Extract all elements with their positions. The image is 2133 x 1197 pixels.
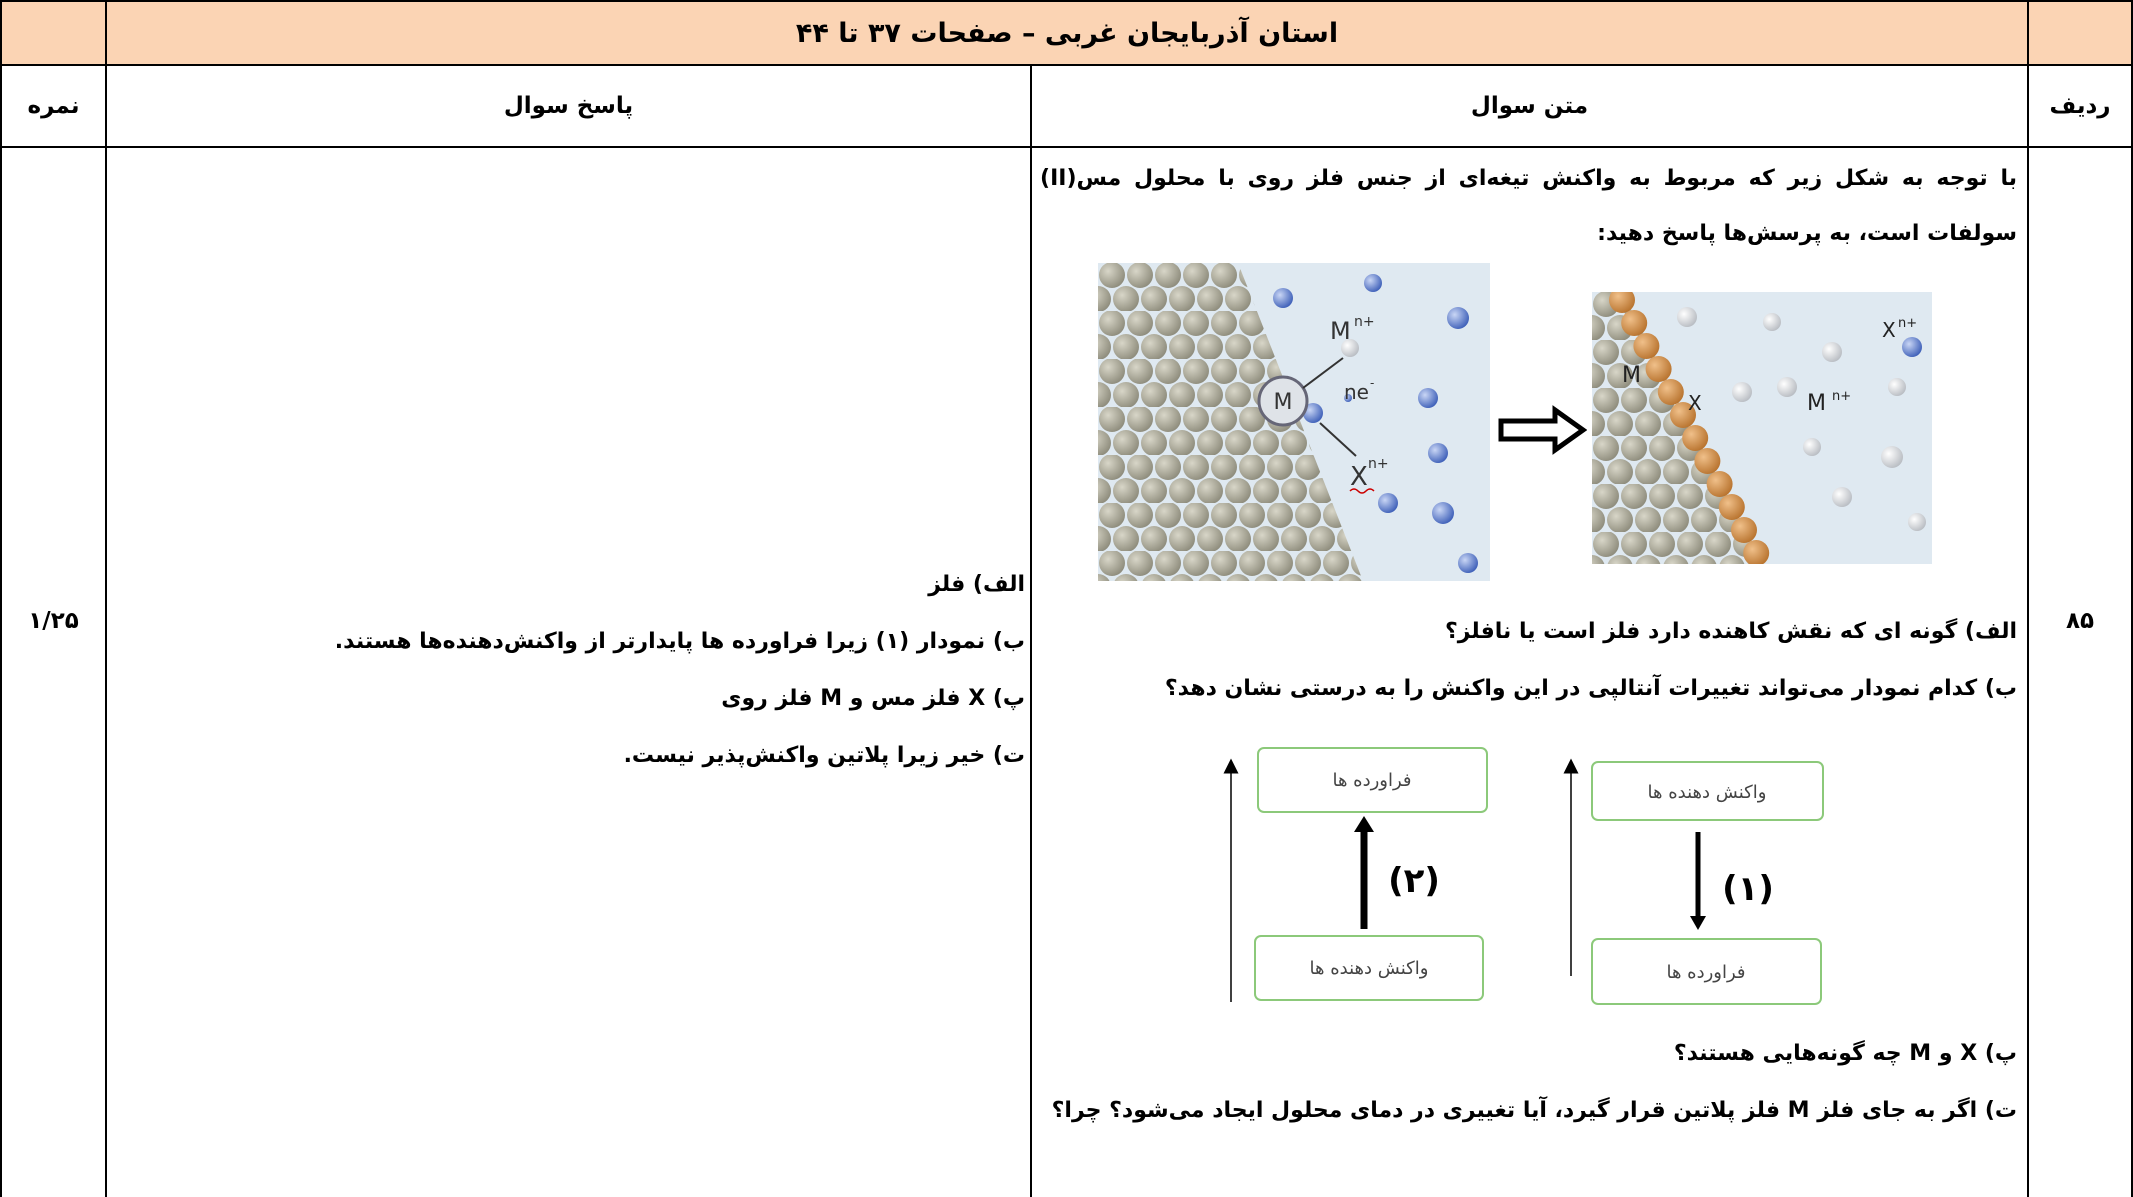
- column-header: متن سوال: [1030, 64, 2029, 148]
- question-part: ب) کدام نمودار می‌تواند تغییرات آنتالپی …: [1164, 676, 2017, 701]
- copper-atom: [1657, 379, 1684, 405]
- figure-label: n+: [1898, 316, 1917, 331]
- diagram-box-label: فراورده ها: [1332, 770, 1411, 791]
- question-intro: با توجه به شکل زیر که مربوط به واکنش تیغ…: [1040, 166, 2017, 246]
- column-header: پاسخ سوال: [105, 64, 1032, 148]
- column-header: نمره: [0, 64, 107, 148]
- diagram-label: (۱): [1722, 869, 1774, 909]
- diagram-label: (۲): [1388, 861, 1440, 901]
- row-number: ۸۵: [2027, 146, 2133, 1197]
- reaction-arrow: [1498, 405, 1587, 455]
- figure-label: ne: [1344, 380, 1369, 404]
- copper-atom: [1706, 471, 1733, 497]
- diagram-box-label: واکنش دهنده ها: [1648, 782, 1767, 803]
- copper-atom: [1609, 292, 1635, 313]
- figure-label: M: [1330, 317, 1351, 345]
- figure-label: X: [1882, 318, 1896, 342]
- reaction-figure-before: M M n+ ne - X n+: [1098, 263, 1490, 581]
- question-parts: الف) گونه ای که نقش کاهنده دارد فلز است …: [1165, 603, 2017, 717]
- title-cell-right: [2027, 0, 2133, 66]
- question-part: الف) گونه ای که نقش کاهنده دارد فلز است …: [1444, 619, 2017, 644]
- question-parts: پ) X و M چه گونه‌هایی هستند؟ ت) اگر به ج…: [1040, 1025, 2017, 1139]
- answer-line: ب) نمودار (۱) زیرا فراورده ها پایدارتر ا…: [334, 629, 1025, 654]
- enthalpy-diagrams: فراورده ها واکنش دهنده ها (۲) واکنش دهند…: [1223, 747, 1824, 1005]
- figure-label: M: [1622, 363, 1641, 388]
- diagram-box-label: واکنش دهنده ها: [1310, 958, 1429, 979]
- copper-atom: [1621, 310, 1648, 336]
- figure-label: X: [1688, 391, 1702, 415]
- answer-line: الف) فلز: [928, 572, 1025, 597]
- reaction-figure-after: M X M n+ X n+: [1592, 292, 1932, 564]
- copper-atom: [1743, 540, 1770, 564]
- figure-label: X: [1350, 462, 1368, 492]
- diagram-box-label: فراورده ها: [1666, 962, 1745, 983]
- figure-label: -: [1370, 376, 1374, 390]
- copper-atom: [1718, 494, 1745, 520]
- question-part: ت) اگر به جای فلز M فلز پلاتین قرار گیرد…: [1051, 1098, 2017, 1123]
- column-header: ردیف: [2027, 64, 2133, 148]
- score: ۱/۲۵: [0, 146, 107, 1197]
- answer-line: ت) خیر زیرا پلاتین واکنش‌پذیر نیست.: [623, 743, 1025, 768]
- figure-label: M: [1807, 391, 1826, 416]
- copper-atom: [1682, 425, 1709, 451]
- copper-atom: [1670, 402, 1696, 428]
- figure-label: M: [1274, 390, 1293, 415]
- figure-label: n+: [1832, 389, 1851, 404]
- answer-line: پ) X فلز مس و M فلز روی: [721, 686, 1025, 711]
- copper-atom: [1633, 333, 1660, 359]
- copper-atom: [1694, 448, 1721, 474]
- answers: الف) فلز ب) نمودار (۱) زیرا فراورده ها پ…: [335, 556, 1025, 784]
- title: استان آذربایجان غربی – صفحات ۳۷ تا ۴۴: [105, 0, 2029, 66]
- question-part: پ) X و M چه گونه‌هایی هستند؟: [1673, 1041, 2017, 1066]
- copper-atom: [1731, 517, 1757, 543]
- figure-label: n+: [1354, 314, 1375, 330]
- title-cell-left: [0, 0, 107, 66]
- figure-label: n+: [1368, 456, 1389, 472]
- copper-atom: [1645, 356, 1672, 382]
